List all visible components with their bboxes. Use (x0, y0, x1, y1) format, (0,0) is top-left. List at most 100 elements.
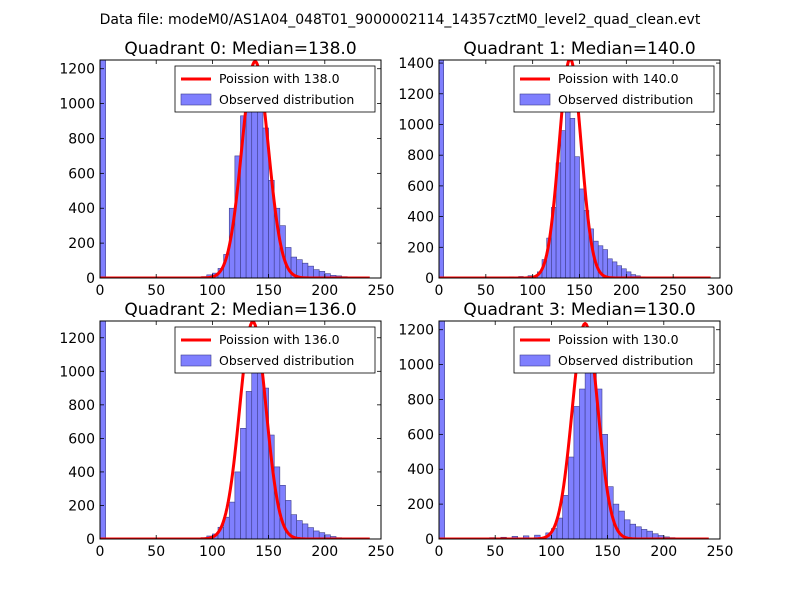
x-tick-label: 0 (435, 544, 444, 560)
quadrant-title: Quadrant 2: Median=136.0 (124, 300, 356, 320)
legend-bar-swatch (519, 354, 551, 367)
y-tick-label: 1000 (59, 97, 95, 113)
quadrant-2-panel: 0 50 100 150 200 250 0 200 400 600 800 1000 1200 Quad… (59, 300, 394, 560)
legend-label-poisson: Poission with 136.0 (219, 332, 340, 347)
histogram-bar (573, 406, 580, 539)
quadrant-3-panel: 0 50 100 150 200 250 0 200 400 600 800 1000 1200 Quad… (398, 300, 733, 560)
legend-bar-swatch (180, 354, 212, 367)
y-tick-label: 1000 (398, 358, 434, 374)
histogram-bar (100, 60, 106, 278)
y-tick-label: 800 (68, 398, 95, 414)
y-tick-label: 0 (425, 271, 434, 287)
y-tick-label: 600 (68, 431, 95, 447)
histogram-bar (234, 471, 241, 539)
histogram-bar (607, 258, 613, 278)
histogram-bar (439, 321, 445, 539)
histogram-bar (635, 526, 642, 539)
quadrant-1-panel: 0 50 100 150 200 250 300 0 200 400 600 800 1000 1200 1… (398, 39, 733, 299)
y-tick-label: 1200 (59, 331, 95, 347)
histogram-bar (560, 130, 566, 278)
legend: Poission with 140.0 Observed distribution (513, 65, 715, 113)
y-tick-label: 1400 (398, 56, 434, 72)
histogram-bar (228, 501, 236, 539)
x-tick-label: 250 (707, 544, 734, 560)
histogram-bar (257, 101, 264, 278)
y-tick-label: 600 (407, 179, 434, 195)
y-tick-label: 1000 (398, 117, 434, 133)
x-tick-label: 200 (311, 283, 338, 299)
y-tick-label: 200 (68, 498, 95, 514)
quadrant-title: Quadrant 3: Median=130.0 (463, 300, 695, 320)
x-tick-label: 50 (486, 544, 504, 560)
y-tick-label: 1200 (398, 323, 434, 339)
legend: Poission with 130.0 Observed distribution (513, 326, 715, 374)
legend-label-observed: Observed distribution (558, 353, 693, 368)
histogram-bar (245, 391, 253, 539)
quadrant-3-frame (438, 320, 721, 540)
poisson-curve (100, 60, 371, 278)
y-tick-label: 1200 (59, 62, 95, 78)
y-tick-label: 1200 (398, 87, 434, 103)
x-tick-label: 250 (368, 283, 395, 299)
legend-label-poisson: Poission with 138.0 (219, 71, 340, 86)
x-tick-label: 0 (435, 283, 444, 299)
y-tick-label: 200 (407, 497, 434, 513)
histogram-bar (302, 523, 309, 539)
y-tick-label: 200 (68, 236, 95, 252)
histogram-bar (562, 495, 569, 539)
histogram-bar (257, 357, 264, 539)
x-tick-label: 150 (255, 283, 282, 299)
histogram-bar (629, 523, 637, 539)
x-tick-label: 250 (368, 544, 395, 560)
quadrant-0-panel: 0 50 100 150 200 250 0 200 400 600 800 1000 1200 Quad… (59, 39, 394, 299)
x-tick-label: 50 (477, 283, 495, 299)
histogram-bar (579, 188, 585, 278)
y-tick-label: 0 (86, 532, 95, 548)
y-tick-label: 400 (407, 210, 434, 226)
legend-label-poisson: Poission with 140.0 (558, 71, 679, 86)
x-tick-label: 50 (147, 544, 165, 560)
x-tick-label: 100 (538, 544, 565, 560)
histogram-bar (100, 321, 106, 539)
x-tick-label: 200 (311, 544, 338, 560)
legend-bar-swatch (180, 93, 212, 106)
y-tick-label: 600 (68, 166, 95, 182)
legend-label-observed: Observed distribution (219, 92, 354, 107)
histogram-bar (251, 97, 258, 278)
histogram-bar (574, 156, 580, 278)
y-tick-label: 400 (68, 201, 95, 217)
x-tick-label: 100 (519, 283, 546, 299)
histogram-bar (567, 456, 575, 539)
poisson-curve (100, 321, 371, 539)
x-tick-label: 50 (147, 283, 165, 299)
x-tick-label: 150 (594, 544, 621, 560)
x-tick-label: 250 (660, 283, 687, 299)
poisson-curve (439, 321, 710, 539)
legend-label-poisson: Poission with 130.0 (558, 332, 679, 347)
histogram-bar (240, 428, 247, 539)
x-tick-label: 0 (96, 544, 105, 560)
histogram-bar (307, 527, 314, 539)
histogram-bar (302, 262, 309, 278)
y-tick-label: 800 (407, 148, 434, 164)
legend: Poission with 138.0 Observed distribution (174, 65, 376, 113)
y-tick-label: 600 (407, 427, 434, 443)
legend-label-observed: Observed distribution (558, 92, 693, 107)
histogram-bar (579, 388, 586, 539)
x-tick-label: 0 (96, 283, 105, 299)
figure-suptitle: Data file: modeM0/AS1A04_048T01_90000021… (100, 12, 701, 28)
quadrant-title: Quadrant 0: Median=138.0 (124, 39, 356, 59)
x-tick-label: 150 (255, 544, 282, 560)
quadrant-0-frame (99, 59, 382, 279)
histogram-bar (602, 249, 608, 278)
histogram-bar (611, 261, 618, 278)
histogram-bar (569, 118, 576, 278)
x-tick-label: 150 (566, 283, 593, 299)
y-tick-label: 800 (407, 392, 434, 408)
histogram-bar (584, 359, 592, 539)
quadrant-2-frame (99, 320, 382, 540)
y-tick-label: 400 (407, 462, 434, 478)
histogram-bar (307, 265, 314, 278)
legend-label-observed: Observed distribution (219, 353, 354, 368)
